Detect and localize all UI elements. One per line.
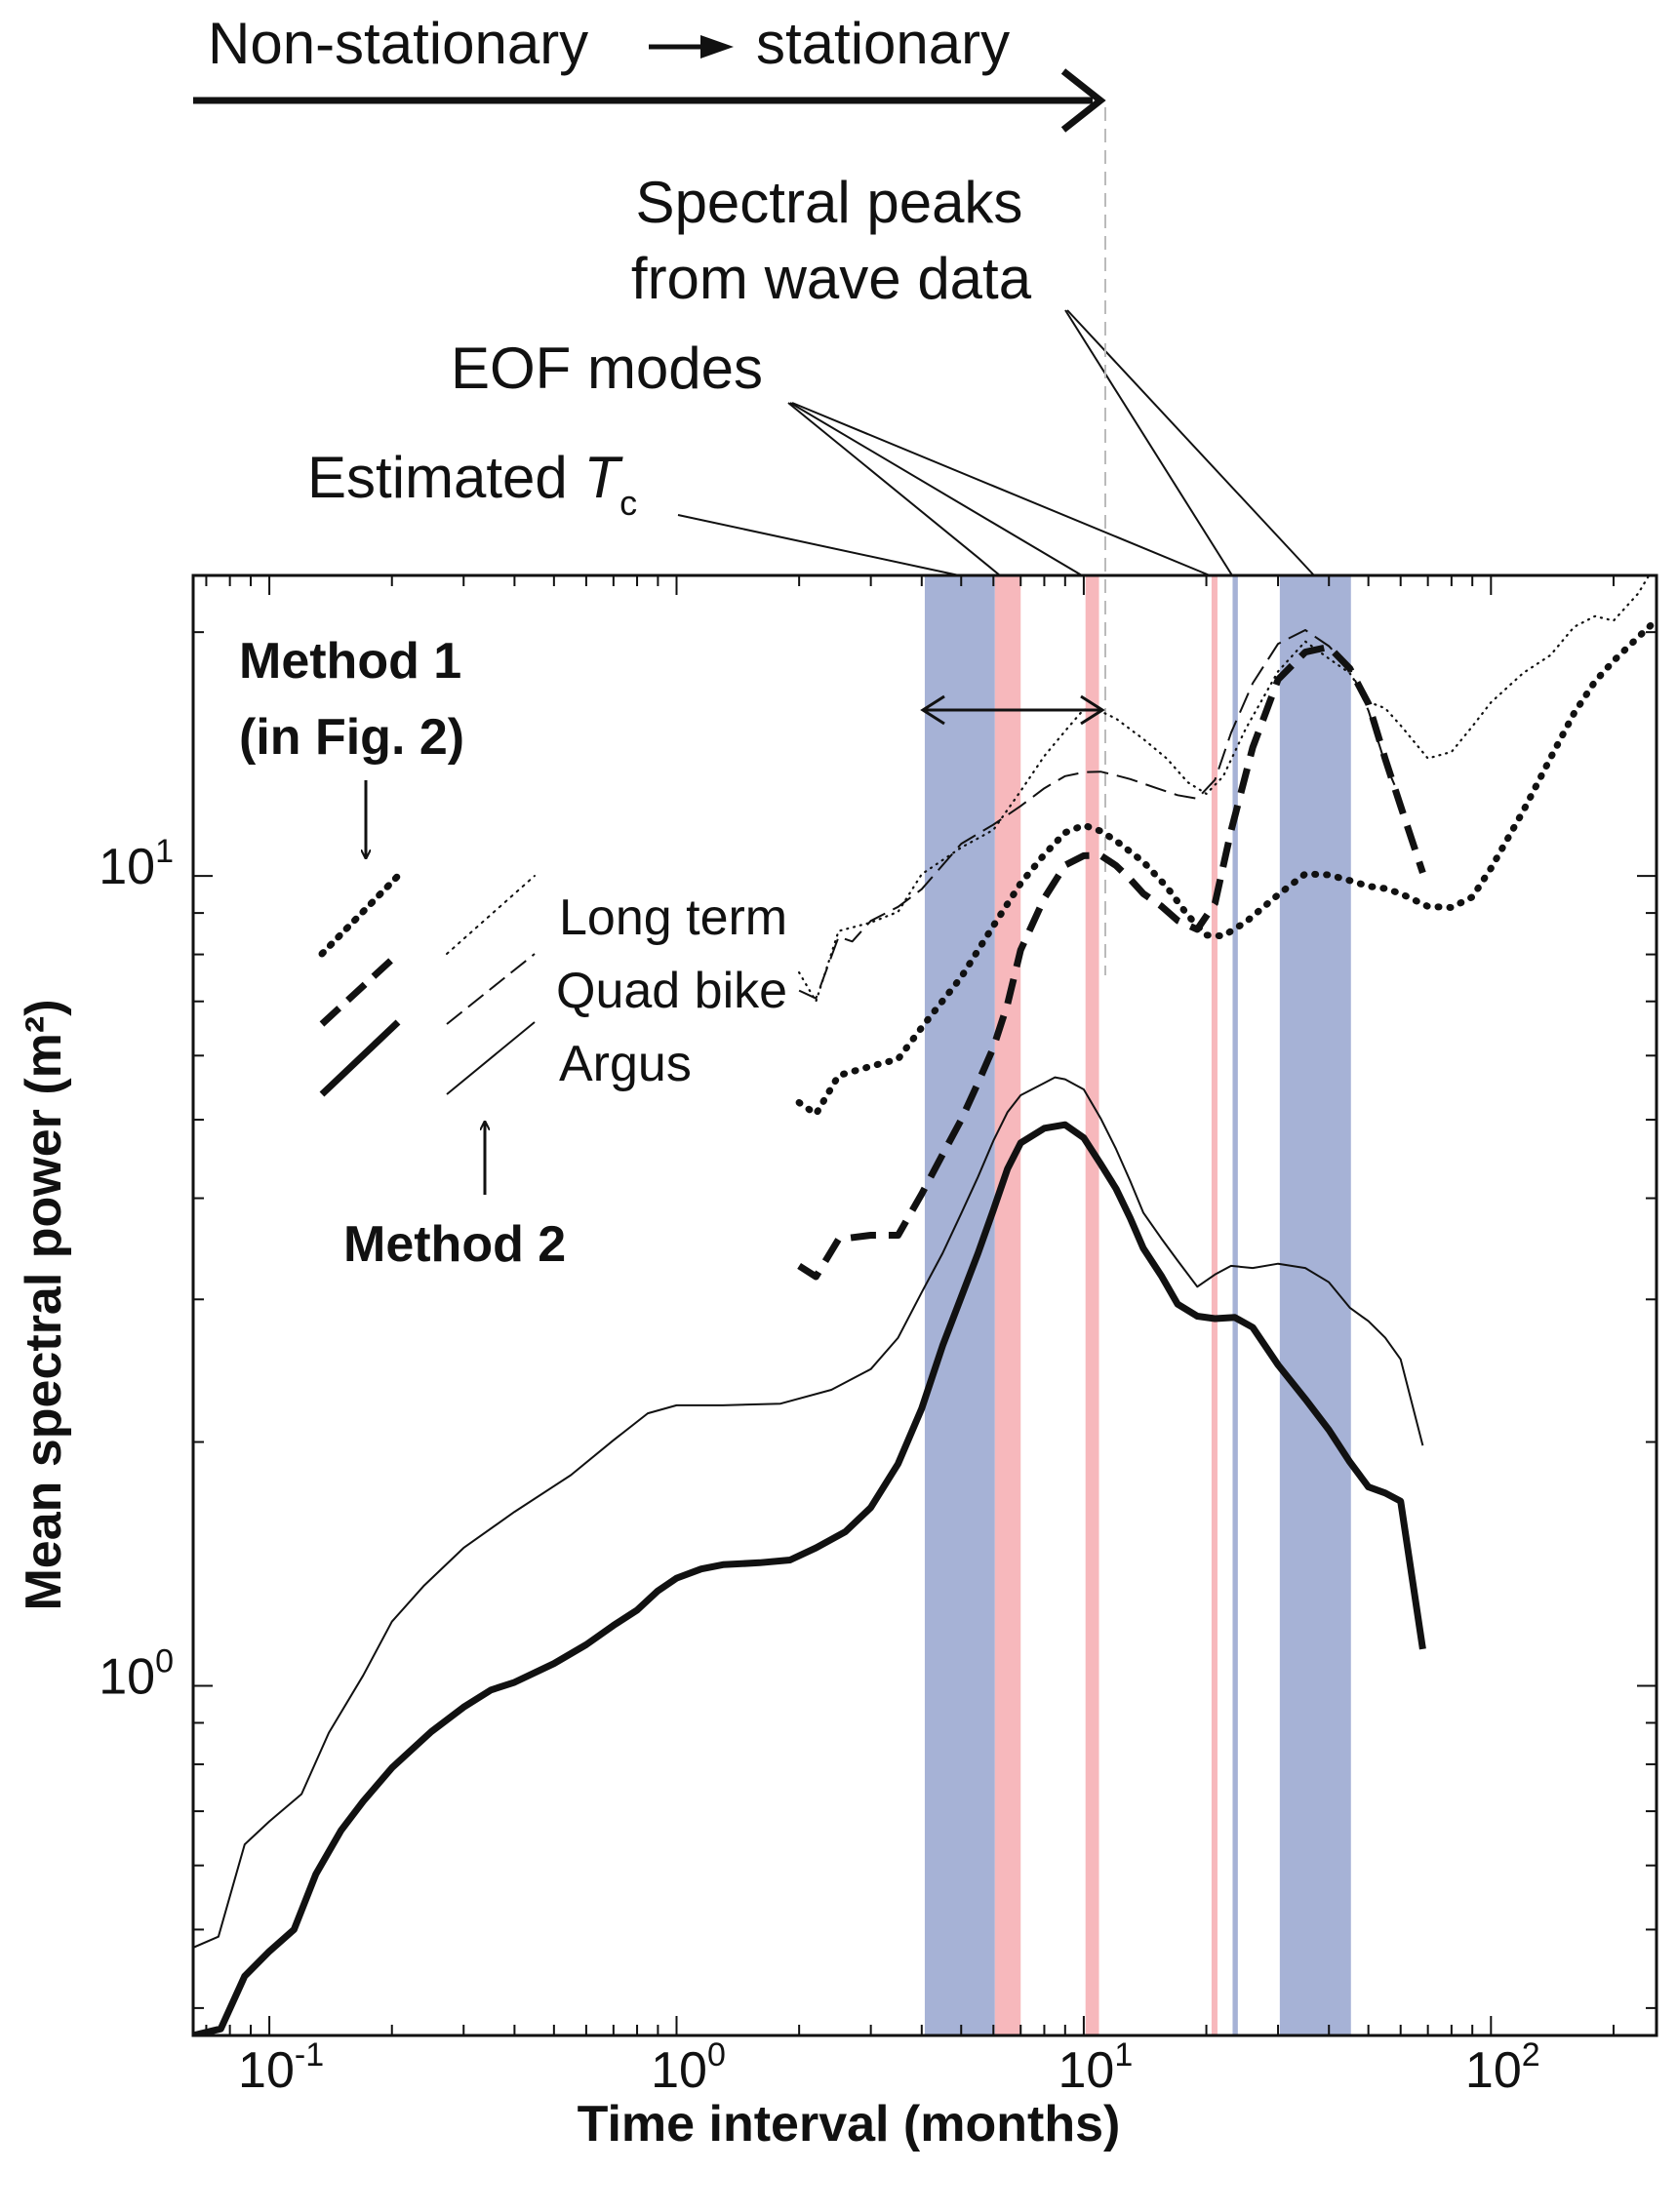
x-tick-label-base: 10 [1465, 2042, 1522, 2099]
y-tick-label: 101 [99, 833, 174, 895]
label-non-stationary: Non-stationary [208, 11, 588, 76]
series-quad-bike-method-1 [797, 643, 1426, 1281]
y-tick-label-base: 10 [99, 1648, 155, 1705]
legend-entry-long-term: Long term [559, 889, 787, 946]
series-long-term-method-2 [797, 575, 1651, 1003]
plot-frame [191, 573, 1658, 2037]
legend: Method 1 (in Fig. 2) Long term Quad bike… [239, 633, 787, 1273]
leader-peaks-1 [1064, 309, 1233, 576]
small-right-arrow-icon [649, 35, 734, 59]
blue-band-5 [1279, 575, 1351, 2035]
x-tick-label-exponent: 0 [707, 2036, 726, 2074]
leader-eof-2 [789, 402, 1083, 576]
x-tick-label-exponent: 1 [1114, 2036, 1133, 2074]
leader-eof-3 [791, 402, 1211, 576]
x-tick-label: 102 [1465, 2036, 1540, 2099]
label-estimated-tc-symbol: T [583, 445, 623, 510]
y-tick-label-exponent: 1 [155, 833, 174, 870]
label-estimated-tc-subscript: c [619, 483, 637, 523]
series-long-term-method-1 [795, 616, 1657, 1118]
x-tick-label-exponent: -1 [295, 2036, 324, 2074]
legend-sample-long-term-method2 [446, 875, 536, 955]
stationarity-annotation: Non-stationary stationary [193, 11, 1106, 133]
legend-sample-quad-bike-method1 [319, 951, 401, 1027]
shaded-bands [924, 575, 1351, 2035]
y-tick-label-exponent: 0 [155, 1642, 174, 1679]
label-spectral-peaks-line2: from wave data [631, 246, 1032, 311]
x-tick-label: 10-1 [238, 2036, 324, 2099]
blue-band-4 [1232, 575, 1238, 2035]
pink-band-2 [1085, 575, 1099, 2035]
label-spectral-peaks-line1: Spectral peaks [636, 170, 1023, 235]
legend-sample-quad-bike-method2 [446, 953, 536, 1025]
x-tick-label-base: 10 [651, 2042, 707, 2099]
series-argus-method-1 [193, 1121, 1426, 2035]
pink-band-3 [1211, 575, 1218, 2035]
legend-method1-title: Method 1 [239, 633, 461, 690]
pink-band-1 [994, 575, 1021, 2035]
x-tick-label-base: 10 [238, 2042, 295, 2099]
leader-tc [677, 514, 960, 576]
y-axis-title: Mean spectral power (m²) [16, 999, 72, 1610]
stationarity-arrowhead-icon [1060, 68, 1106, 133]
x-tick-label: 101 [1058, 2036, 1134, 2099]
series-lines [193, 575, 1657, 2035]
legend-method2-title: Method 2 [343, 1216, 566, 1273]
label-stationary: stationary [756, 11, 1010, 76]
legend-sample-long-term-method1 [318, 872, 402, 958]
y-tick-label: 100 [99, 1642, 174, 1705]
band-annotations: Spectral peaks from wave data EOF modes … [307, 170, 1315, 576]
x-tick-label: 100 [651, 2036, 726, 2099]
y-tick-label-base: 10 [99, 839, 155, 895]
series-argus-method-2 [193, 1076, 1424, 1949]
label-estimated-tc-prefix: Estimated [307, 445, 583, 510]
legend-sample-argus-method1 [319, 1019, 401, 1097]
x-tick-label-exponent: 2 [1522, 2036, 1540, 2074]
leader-peaks-2 [1066, 309, 1315, 576]
x-tick-label-base: 10 [1058, 2042, 1115, 2099]
x-axis-title: Time interval (months) [578, 2096, 1121, 2153]
legend-entry-quad-bike: Quad bike [556, 963, 787, 1019]
leader-eof-1 [787, 402, 1001, 576]
legend-sample-argus-method2 [446, 1021, 536, 1095]
legend-method1-subtitle: (in Fig. 2) [239, 709, 464, 766]
label-estimated-tc: Estimated Tc [307, 445, 637, 523]
label-eof-modes: EOF modes [451, 336, 763, 401]
tc-range-double-arrow [920, 694, 1105, 726]
legend-entry-argus: Argus [559, 1036, 692, 1092]
